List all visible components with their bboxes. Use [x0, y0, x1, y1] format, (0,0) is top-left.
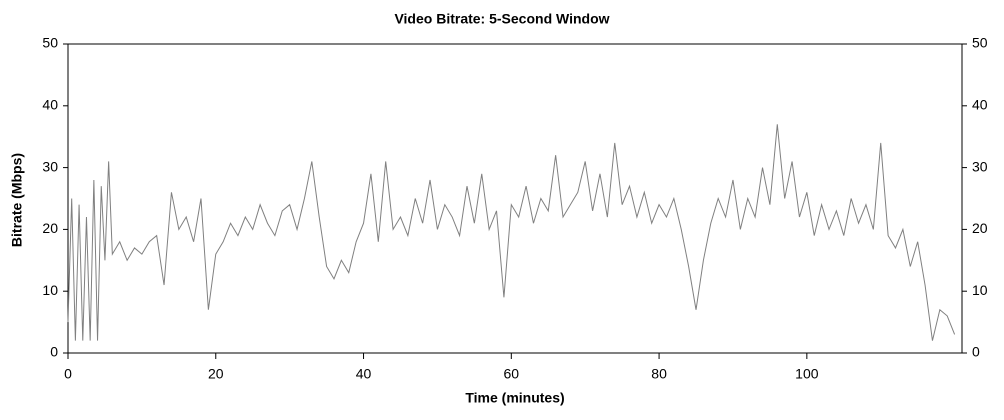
chart-title: Video Bitrate: 5-Second Window	[394, 11, 609, 27]
y-tick-label: 30	[42, 158, 58, 174]
y-tick-label: 20	[42, 220, 58, 236]
y-tick-label: 10	[42, 282, 58, 298]
y2-tick-label: 0	[972, 344, 980, 360]
x-tick-label: 0	[64, 366, 72, 382]
x-tick-label: 80	[651, 366, 667, 382]
y-axis-label: Bitrate (Mbps)	[9, 153, 25, 247]
plot-area	[67, 43, 963, 354]
x-tick-label: 40	[356, 366, 372, 382]
x-tick-label: 60	[504, 366, 520, 382]
y2-tick-label: 30	[972, 158, 988, 174]
bitrate-line	[67, 124, 956, 341]
y2-tick-label: 40	[972, 97, 988, 113]
y-tick-label: 0	[50, 344, 58, 360]
x-axis-label: Time (minutes)	[465, 390, 564, 406]
x-tick-label: 100	[795, 366, 819, 382]
y-tick-label: 50	[42, 35, 58, 51]
y-tick-label: 40	[42, 97, 58, 113]
y2-tick-label: 10	[972, 282, 988, 298]
y2-tick-label: 50	[972, 35, 988, 51]
y2-tick-label: 20	[972, 220, 988, 236]
x-tick-label: 20	[208, 366, 224, 382]
